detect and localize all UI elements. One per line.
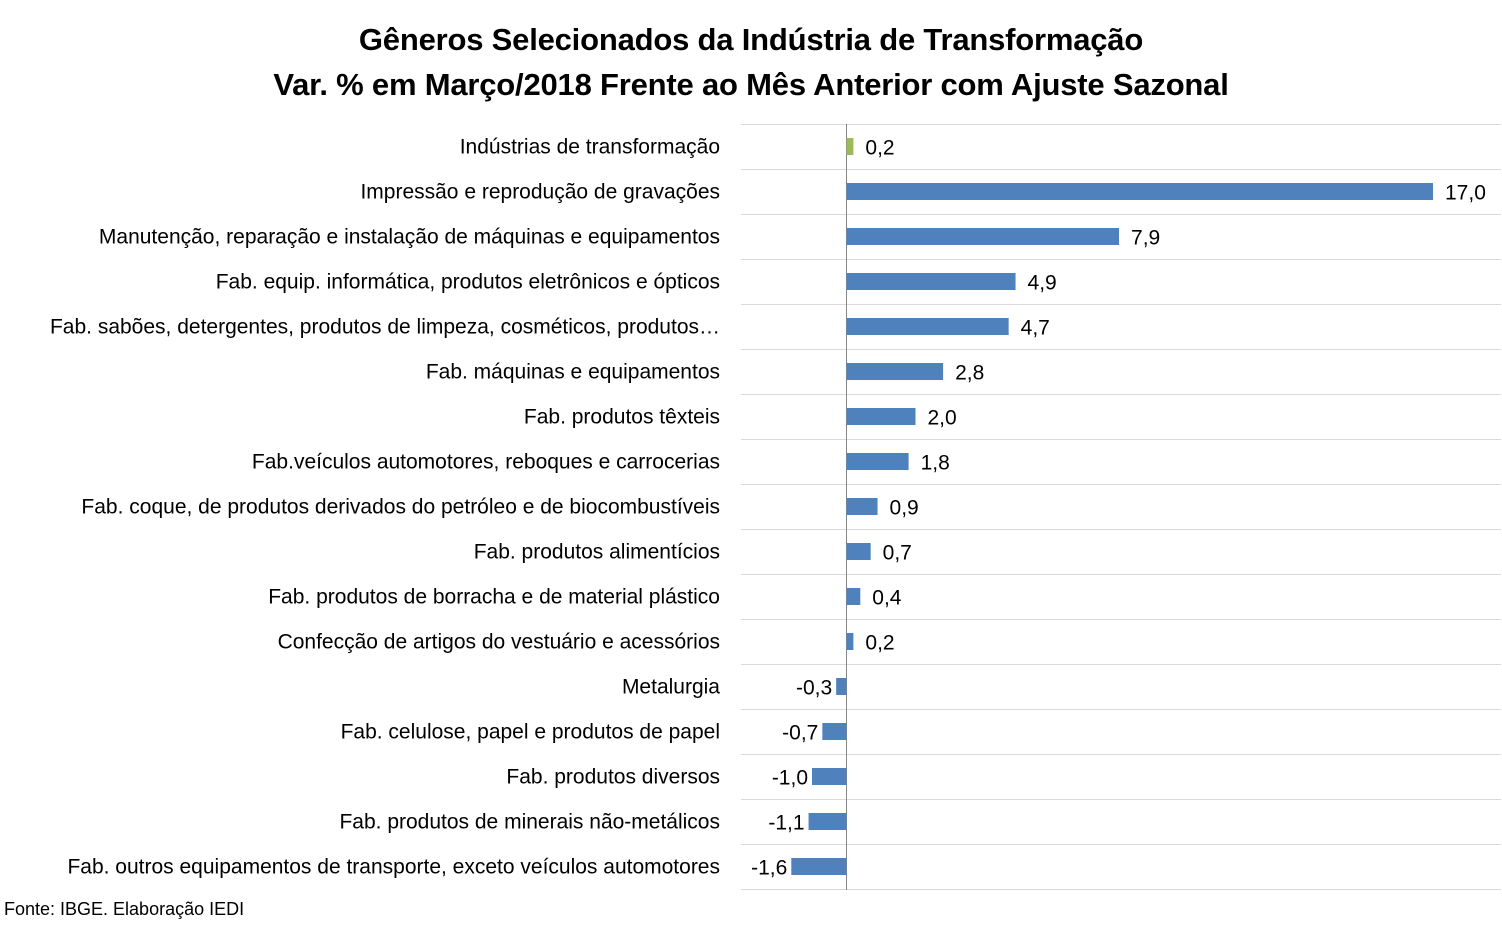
value-label: 4,7	[1021, 317, 1050, 340]
value-label: -1,6	[751, 857, 787, 880]
value-label: -1,0	[772, 767, 808, 790]
value-label: -1,1	[768, 812, 804, 835]
category-label: Fab.veículos automotores, reboques e car…	[252, 451, 720, 474]
value-label: 0,2	[865, 137, 894, 160]
bar	[846, 273, 1016, 290]
value-label: 0,9	[890, 497, 919, 520]
value-label: 1,8	[921, 452, 950, 475]
chart-title: Gêneros Selecionados da Indústria de Tra…	[358, 22, 1144, 57]
category-label: Fab. equip. informática, produtos eletrô…	[216, 271, 720, 294]
category-label: Fab. máquinas e equipamentos	[426, 361, 720, 384]
bar	[846, 363, 944, 380]
category-label: Indústrias de transformação	[460, 136, 720, 159]
bar	[812, 768, 847, 785]
category-label: Metalurgia	[622, 676, 720, 699]
value-label: 0,7	[883, 542, 912, 565]
source-note: Fonte: IBGE. Elaboração IEDI	[4, 899, 245, 919]
bar	[822, 723, 847, 740]
category-label: Confecção de artigos do vestuário e aces…	[278, 631, 720, 654]
category-label: Fab. produtos de minerais não-metálicos	[339, 811, 720, 834]
category-label: Fab. celulose, papel e produtos de papel	[341, 721, 720, 744]
bar	[808, 813, 847, 830]
value-label: 2,0	[928, 407, 957, 430]
category-label: Fab. produtos têxteis	[524, 406, 720, 429]
value-label: 4,9	[1028, 272, 1057, 295]
bar	[846, 453, 909, 470]
category-label: Fab. coque, de produtos derivados do pet…	[81, 496, 720, 519]
bar	[846, 633, 854, 650]
category-label: Fab. outros equipamentos de transporte, …	[67, 856, 720, 879]
category-label: Fab. produtos alimentícios	[474, 541, 720, 564]
label-layer: Indústrias de transformação 0,2 Impressão …	[50, 136, 1486, 880]
value-label: -0,7	[782, 722, 818, 745]
bar-layer	[791, 138, 1433, 875]
value-label: -0,3	[796, 677, 832, 700]
bar	[846, 543, 871, 560]
bar	[846, 138, 854, 155]
bar	[836, 678, 847, 695]
chart-subtitle: Var. % em Março/2018 Frente ao Mês Anter…	[273, 67, 1229, 102]
value-label: 0,2	[865, 632, 894, 655]
bar	[791, 858, 847, 875]
value-label: 0,4	[872, 587, 902, 610]
value-label: 7,9	[1131, 227, 1160, 250]
bar	[846, 588, 861, 605]
category-label: Fab. sabões, detergentes, produtos de li…	[50, 316, 720, 339]
bar	[846, 183, 1433, 200]
category-label: Fab. produtos de borracha e de material …	[268, 586, 720, 609]
category-label: Fab. produtos diversos	[506, 766, 720, 789]
value-label: 2,8	[955, 362, 984, 385]
value-label: 17,0	[1445, 182, 1486, 205]
category-label: Manutenção, reparação e instalação de má…	[99, 226, 720, 249]
bar	[846, 318, 1009, 335]
bar	[846, 408, 916, 425]
category-label: Impressão e reprodução de gravações	[360, 181, 720, 204]
bar	[846, 228, 1120, 245]
bar	[846, 498, 878, 515]
